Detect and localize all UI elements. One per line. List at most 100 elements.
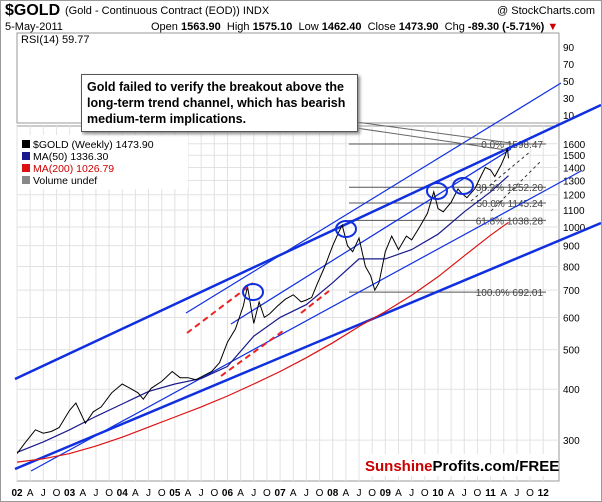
y-tick-label: 1200	[563, 191, 586, 202]
rsi-tick-label: 70	[563, 60, 575, 71]
fib-level-label: 50.0% 1145.24	[476, 199, 543, 210]
x-tick-label: O	[421, 488, 429, 499]
highlight-circle-2010b	[452, 177, 474, 195]
x-tick-label: A	[500, 488, 507, 499]
legend-box	[18, 135, 188, 189]
y-tick-label: 400	[563, 385, 580, 396]
watermark-box	[361, 454, 551, 476]
x-tick-label: A	[132, 488, 139, 499]
chg-value: -89.30 (-5.71%)	[467, 21, 545, 33]
dashed-support-line-3	[300, 290, 330, 314]
x-tick-label: 10	[432, 488, 444, 499]
x-tick-label: A	[237, 488, 244, 499]
x-tick-label: O	[53, 488, 61, 499]
close-value: 1473.90	[398, 21, 439, 33]
x-tick-label: 07	[275, 488, 287, 499]
trend-lines	[14, 82, 601, 472]
fib-level-label: 61.8% 1038.28	[476, 216, 544, 227]
x-tick-label: J	[41, 488, 46, 499]
low-value: 1462.40	[321, 21, 362, 33]
high-label: High	[226, 21, 250, 33]
upper-inner-channel-line	[185, 82, 562, 314]
dashed-support-line-2	[220, 330, 284, 377]
x-tick-label: A	[448, 488, 455, 499]
x-tick-label: 04	[117, 488, 129, 499]
x-tick-label: 09	[380, 488, 392, 499]
x-tick-label: A	[79, 488, 86, 499]
close-label: Close	[367, 21, 396, 33]
stockcharts-brand: @ StockCharts.com	[497, 5, 595, 17]
y-tick-label: 300	[563, 436, 580, 447]
legend-swatch	[22, 176, 30, 184]
highlight-circle-2006	[242, 283, 264, 301]
annotation-arrow-2	[355, 121, 512, 144]
y-tick-label: 900	[563, 242, 580, 253]
x-tick-label: O	[105, 488, 113, 499]
x-tick-label: 08	[327, 488, 339, 499]
rsi-tick-label: 30	[563, 94, 575, 105]
y-tick-label: 1500	[563, 151, 586, 162]
rsi-tick-label: 50	[563, 77, 575, 88]
x-tick-label: 02	[11, 488, 23, 499]
x-tick-label: A	[290, 488, 297, 499]
chart-description: (Gold - Continuous Contract (EOD)) INDX	[65, 5, 270, 17]
fib-level-label: 100.0% 692.01	[476, 288, 544, 299]
x-tick-label: O	[210, 488, 218, 499]
x-tick-label: J	[199, 488, 204, 499]
rsi-tick-label: 10	[563, 111, 575, 122]
x-tick-label: J	[93, 488, 98, 499]
x-tick-label: O	[474, 488, 482, 499]
ma200-line	[17, 221, 509, 463]
ma50-line	[17, 175, 509, 453]
x-tick-label: 05	[169, 488, 181, 499]
rsi-axis: 90 70 50 30 10	[563, 43, 575, 122]
x-tick-label: A	[27, 488, 34, 499]
x-tick-label: A	[395, 488, 402, 499]
upper-trend-line	[14, 103, 601, 381]
lower-trend-line	[14, 221, 601, 471]
x-tick-label: O	[263, 488, 271, 499]
x-tick-label: A	[185, 488, 192, 499]
legend-swatch	[22, 152, 30, 160]
x-tick-label: O	[526, 488, 534, 499]
annotation-text: Gold failed to verify the breakout above…	[87, 80, 346, 126]
y-tick-label: 1300	[563, 177, 586, 188]
y-tick-label: 700	[563, 286, 580, 297]
legend-item: MA(50) 1336.30	[33, 151, 108, 163]
chart-date: 5-May-2011	[5, 21, 63, 33]
x-tick-label: J	[409, 488, 414, 499]
x-tick-label: 12	[538, 488, 550, 499]
dashed-support-line-1	[186, 282, 254, 334]
x-tick-label: J	[514, 488, 519, 499]
ohlc-readout: Open 1563.90 High 1575.10 Low 1462.40 Cl…	[151, 21, 558, 33]
down-arrow-icon: ▼	[547, 21, 559, 33]
y-tick-label: 800	[563, 263, 580, 274]
y-tick-label: 500	[563, 346, 580, 357]
highlight-circle-2010a	[426, 182, 448, 200]
x-tick-label: A	[343, 488, 350, 499]
dashed-wedge-line-1	[470, 150, 532, 202]
x-tick-label: J	[357, 488, 362, 499]
y-tick-label: 1000	[563, 223, 586, 234]
annotation-box	[81, 74, 358, 132]
watermark: SunshineProfits.com/FREE	[365, 458, 559, 475]
chart-symbol: $GOLD	[5, 2, 61, 19]
rsi-label: RSI(14) 59.77	[21, 34, 89, 46]
watermark-part1: Sunshine	[365, 458, 433, 475]
x-tick-label: O	[316, 488, 324, 499]
x-axis: 02 A J O 03 A J O 04 A J O 05 A J O 06 A J O 07 A J O 08 A J O 09 A J O…	[11, 488, 549, 499]
highlight-circle-2008	[335, 220, 357, 238]
legend-item: MA(200) 1026.79	[33, 163, 114, 175]
x-tick-label: J	[251, 488, 256, 499]
y-tick-label: 600	[563, 313, 580, 324]
annotation-arrow-1	[355, 127, 507, 151]
low-label: Low	[298, 21, 319, 33]
x-tick-label: 11	[485, 488, 496, 499]
open-label: Open	[151, 21, 178, 33]
x-tick-label: J	[304, 488, 309, 499]
x-tick-label: J	[462, 488, 467, 499]
y-tick-label: 1100	[563, 206, 585, 217]
open-value: 1563.90	[180, 21, 221, 33]
